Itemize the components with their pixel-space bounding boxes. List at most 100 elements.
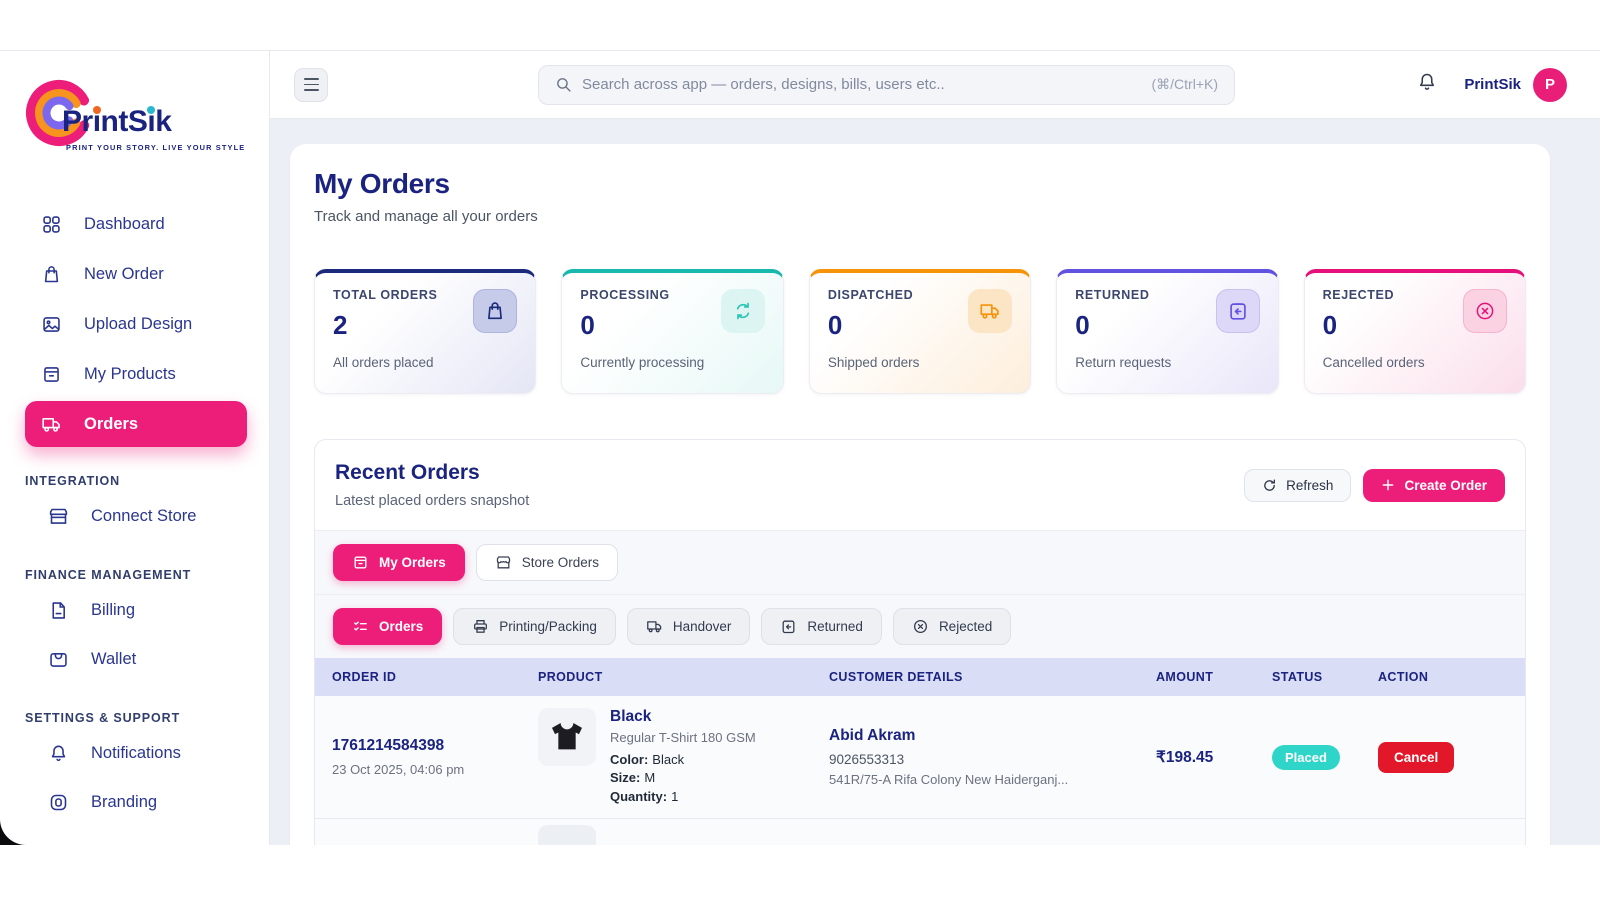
stat-value: 0 — [580, 310, 595, 340]
sidebar-item-my-products[interactable]: My Products — [25, 349, 251, 399]
box-icon — [44, 366, 59, 382]
order-id-cell: 1761214584398 23 Oct 2025, 04:06 pm — [332, 737, 538, 777]
sidebar-item-wallet[interactable]: Wallet — [0, 635, 269, 684]
stat-card-rejected: REJECTED 0 Cancelled orders — [1303, 269, 1527, 394]
printer-icon — [474, 620, 488, 633]
storefront-icon — [49, 508, 68, 524]
page-title: My Orders — [314, 168, 450, 199]
customer-cell: Abid Akram 9026553313 541R/75-A Rifa Col… — [829, 727, 1156, 787]
sidebar-item-label: Billing — [91, 601, 136, 619]
product-cell: Black Regular T-Shirt 180 GSM Color: Blac… — [538, 696, 829, 818]
sidebar-item-branding[interactable]: Branding — [0, 778, 269, 827]
sidebar-item-billing[interactable]: Billing — [0, 586, 269, 635]
column-header-customer-details: CUSTOMER DETAILS — [829, 670, 963, 684]
section-heading-settings: SETTINGS & SUPPORT — [25, 711, 181, 725]
filter-label: Printing/Packing — [499, 619, 597, 634]
status-badge: Placed — [1272, 744, 1340, 770]
shopping-bag-icon — [473, 289, 518, 333]
product-name: Black — [610, 708, 652, 725]
sidebar-item-new-order[interactable]: New Order — [25, 249, 251, 299]
sidebar-item-dashboard[interactable]: Dashboard — [25, 199, 251, 249]
grid-icon — [43, 215, 60, 233]
main-area: (⌘/Ctrl+K) PrintSik P My Orders Track an… — [270, 51, 1600, 845]
table-row-partial[interactable] — [315, 819, 1525, 845]
column-header-status: STATUS — [1272, 670, 1323, 684]
stats-row: TOTAL ORDERS 2 All orders placed PROCESS… — [314, 269, 1527, 394]
badge-icon — [50, 794, 67, 811]
sync-icon — [720, 289, 765, 333]
recent-orders-title: Recent Orders — [335, 461, 480, 484]
stat-value: 0 — [1322, 310, 1338, 340]
user-name: PrintSik — [1464, 76, 1521, 93]
table-row[interactable]: 1761214584398 23 Oct 2025, 04:06 pm Blac… — [315, 696, 1525, 820]
sidebar-item-notifications[interactable]: Notifications — [0, 729, 269, 778]
shopping-bag-icon — [44, 265, 59, 282]
stat-caption: Shipped orders — [827, 355, 920, 370]
sidebar-item-upload-design[interactable]: Upload Design — [25, 299, 251, 349]
sidebar: PrintSik PRINT YOUR STORY. LIVE YOUR STY… — [0, 51, 270, 845]
return-clipboard-icon — [782, 620, 795, 634]
cancel-order-button[interactable]: Cancel — [1378, 741, 1455, 773]
recent-orders-subtitle: Latest placed orders snapshot — [335, 493, 530, 509]
stat-caption: Return requests — [1075, 355, 1172, 370]
stat-label: REJECTED — [1322, 288, 1395, 302]
order-source-tabs: My Orders Store Orders — [315, 530, 1525, 594]
sidebar-item-label: Upload Design — [84, 314, 193, 333]
sidebar-item-label: New Order — [84, 264, 164, 283]
stat-label: DISPATCHED — [827, 288, 914, 302]
stat-value: 0 — [827, 310, 843, 340]
filter-printing-packing[interactable]: Printing/Packing — [453, 608, 616, 645]
order-date: 23 Oct 2025, 04:06 pm — [332, 762, 465, 778]
sidebar-item-label: Notifications — [91, 744, 181, 762]
stat-caption: All orders placed — [333, 355, 434, 370]
tab-label: My Orders — [379, 555, 446, 570]
notifications-bell-button[interactable] — [1416, 71, 1438, 98]
product-quantity: Quantity: 1 — [610, 788, 679, 804]
topbar: (⌘/Ctrl+K) PrintSik P — [270, 51, 1600, 119]
column-header-action: ACTION — [1378, 670, 1429, 684]
tab-store-orders[interactable]: Store Orders — [475, 544, 619, 581]
tshirt-icon — [552, 723, 582, 750]
filter-label: Returned — [807, 619, 863, 634]
sidebar-item-label: Connect Store — [91, 507, 197, 525]
filter-orders[interactable]: Orders — [333, 608, 443, 645]
orders-table-header: ORDER ID PRODUCT CUSTOMER DETAILS AMOUNT… — [315, 658, 1525, 696]
image-icon — [43, 316, 60, 332]
menu-toggle-button[interactable] — [294, 67, 328, 102]
recent-orders-header: Recent Orders Latest placed orders snaps… — [315, 440, 1525, 530]
sidebar-item-connect-store[interactable]: Connect Store — [0, 492, 269, 541]
action-cell: Cancel — [1378, 741, 1525, 773]
search-shortcut-hint: (⌘/Ctrl+K) — [1151, 76, 1219, 92]
stat-label: TOTAL ORDERS — [333, 288, 438, 302]
filter-rejected[interactable]: Rejected — [892, 608, 1012, 645]
create-order-label: Create Order — [1404, 477, 1487, 493]
column-header-order-id: ORDER ID — [332, 670, 397, 684]
sidebar-item-orders[interactable]: Orders — [25, 401, 247, 447]
global-search[interactable]: (⌘/Ctrl+K) — [538, 64, 1235, 105]
status-filter-bar: Orders Printing/Packing Handover Re — [315, 594, 1525, 658]
tab-my-orders[interactable]: My Orders — [333, 544, 465, 581]
stat-label: RETURNED — [1075, 288, 1150, 302]
column-header-amount: AMOUNT — [1156, 670, 1214, 684]
filter-handover[interactable]: Handover — [626, 608, 751, 645]
sidebar-item-label: My Products — [84, 364, 176, 383]
refresh-button[interactable]: Refresh — [1244, 468, 1352, 502]
stat-caption: Cancelled orders — [1322, 355, 1425, 370]
avatar[interactable]: P — [1533, 67, 1567, 102]
product-color: Color: Black — [610, 752, 685, 767]
column-header-product: PRODUCT — [538, 670, 603, 684]
filter-returned[interactable]: Returned — [761, 608, 882, 645]
section-heading-integration: INTEGRATION — [25, 474, 121, 488]
product-image — [538, 708, 596, 766]
bell-icon — [1420, 73, 1435, 90]
logo-arcs-icon — [25, 80, 92, 146]
customer-phone: 9026553313 — [829, 752, 905, 768]
sidebar-item-label: Orders — [84, 414, 139, 433]
refresh-icon — [1264, 479, 1276, 491]
create-order-button[interactable]: Create Order — [1363, 468, 1505, 502]
storefront-icon — [496, 556, 510, 569]
tab-label: Store Orders — [521, 555, 600, 570]
search-input[interactable] — [582, 76, 1142, 93]
logo-wordmark: PrintSik — [62, 105, 172, 138]
truck-icon — [42, 417, 60, 432]
